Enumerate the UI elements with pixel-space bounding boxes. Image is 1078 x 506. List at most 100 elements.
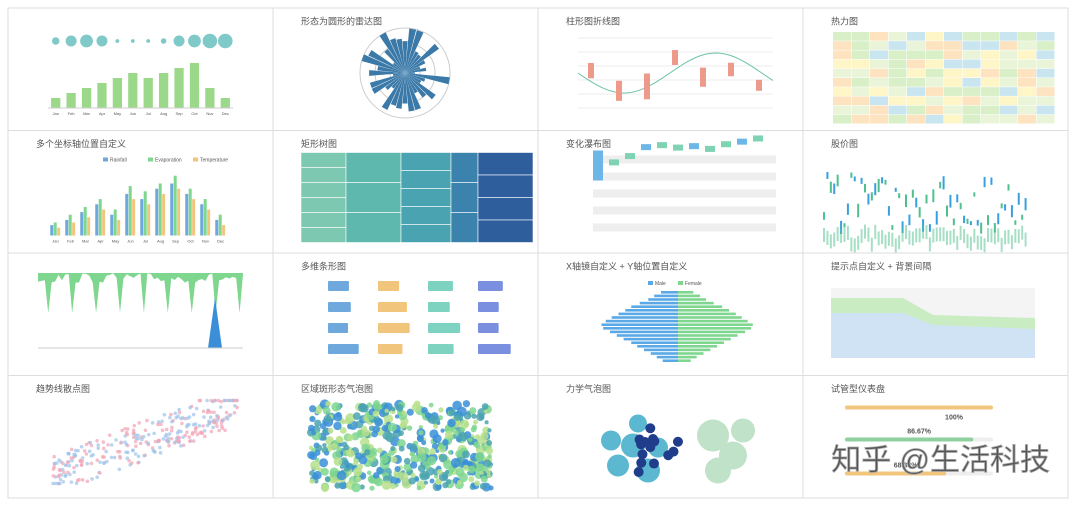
heat-cell	[981, 87, 999, 96]
force-bubble	[629, 414, 647, 433]
bubble	[115, 39, 120, 43]
heat-cell	[1036, 59, 1055, 69]
volume	[997, 228, 1000, 243]
box	[478, 344, 511, 354]
bubble	[410, 461, 418, 469]
polar-wedge	[369, 73, 405, 89]
bubble	[352, 412, 361, 421]
scatter-dot	[167, 432, 172, 436]
scatter-dot	[223, 428, 227, 433]
candle	[672, 50, 678, 65]
bar	[143, 78, 153, 108]
candle	[836, 174, 839, 187]
heat-cell	[944, 50, 962, 60]
heat-cell	[870, 114, 888, 124]
bubble	[418, 425, 423, 430]
bar	[678, 359, 691, 362]
volume	[884, 234, 887, 249]
scatter-dot	[187, 415, 192, 419]
heat-cell	[999, 68, 1018, 78]
heat-cell	[870, 87, 888, 96]
candle	[976, 219, 979, 226]
bubble	[462, 450, 470, 459]
band	[593, 206, 776, 215]
tree-cell	[450, 212, 479, 243]
bubble	[321, 435, 327, 441]
bar	[678, 330, 746, 334]
bubble	[322, 428, 328, 434]
scatter-dot	[194, 406, 199, 411]
x-tick-label: Sep	[175, 111, 183, 116]
bubble	[485, 447, 494, 455]
waterfall-bar	[673, 144, 683, 151]
volume	[915, 228, 918, 243]
x-tick-label: Jun	[127, 239, 133, 244]
scatter-dot	[216, 416, 221, 420]
bar	[72, 222, 76, 236]
scatter-dot	[177, 410, 182, 415]
candle	[956, 194, 959, 203]
force-bubble	[601, 430, 621, 451]
bar	[218, 214, 222, 236]
bubble	[444, 469, 450, 475]
scatter-dot	[173, 411, 178, 416]
volume	[898, 235, 901, 250]
tree-cell	[450, 182, 479, 213]
bubble	[438, 407, 444, 413]
heat-cell	[981, 41, 999, 50]
bubble	[473, 441, 480, 448]
candle	[843, 223, 846, 228]
tile-title: 变化瀑布图	[566, 138, 611, 149]
scatter-dot	[228, 413, 233, 417]
heat-cell	[944, 41, 962, 50]
tile-title: 多维条形图	[301, 260, 346, 271]
candle	[840, 220, 843, 234]
scatter-dot	[74, 481, 79, 486]
volume	[850, 237, 853, 252]
bubble	[444, 430, 453, 439]
bubble	[429, 429, 439, 439]
bubble	[324, 476, 331, 482]
tree-cell	[300, 152, 347, 168]
candle	[1021, 214, 1024, 220]
scatter-dot	[133, 452, 138, 456]
scatter-dot	[187, 439, 192, 444]
volume	[853, 238, 856, 253]
scatter-dot	[152, 449, 157, 454]
heat-cell	[999, 87, 1018, 96]
force-bubble	[668, 446, 679, 457]
bubble	[319, 422, 327, 430]
heat-cell	[981, 59, 999, 69]
polar-wedge	[405, 30, 424, 73]
bar	[117, 219, 121, 236]
scatter-dot	[69, 447, 74, 452]
polar-wedge	[402, 73, 408, 104]
scatter-dot	[114, 438, 118, 442]
bubble	[479, 470, 484, 475]
bar	[158, 183, 162, 236]
heat-cell	[1018, 32, 1036, 41]
heat-cell	[907, 114, 925, 124]
bar	[644, 348, 678, 352]
heat-cell	[833, 96, 851, 106]
bubble	[410, 472, 416, 478]
heat-cell	[833, 78, 851, 87]
bubble	[314, 478, 319, 484]
candle	[894, 187, 897, 192]
x-tick-label: Dec	[222, 111, 229, 116]
scatter-dot	[105, 459, 109, 464]
candle	[939, 181, 942, 189]
heat-cell	[888, 68, 907, 78]
candle	[932, 189, 935, 203]
heat-cell	[925, 105, 944, 115]
bubble	[406, 425, 413, 431]
scatter-dot	[203, 434, 207, 439]
polar-wedge	[369, 70, 405, 76]
tile-title: 形态为圆形的雷达图	[301, 15, 382, 26]
bar	[215, 219, 219, 236]
bubble	[462, 458, 469, 465]
volume	[939, 227, 942, 242]
candle	[1007, 184, 1010, 191]
candle	[966, 218, 969, 224]
heat-cell	[1036, 78, 1055, 87]
